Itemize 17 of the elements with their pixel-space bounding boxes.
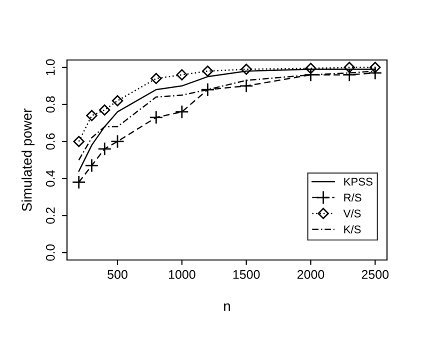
x-tick-label: 1000 — [168, 270, 196, 279]
legend-label: KPSS — [344, 178, 372, 186]
legend-label: K/S — [344, 225, 361, 234]
x-tick-label: 500 — [108, 270, 128, 279]
y-tick-label: 0.6 — [46, 133, 55, 150]
x-tick-label: 1500 — [233, 270, 260, 279]
y-tick-label: 0.4 — [46, 170, 55, 187]
x-tick-label: 2500 — [362, 270, 389, 279]
y-tick-label: 0.2 — [46, 207, 55, 224]
legend-label: R/S — [344, 193, 362, 202]
y-tick-label: 0.8 — [46, 96, 55, 113]
x-axis-title: n — [224, 303, 230, 311]
y-tick-label: 1.0 — [46, 59, 55, 76]
y-axis-title: Simulated power — [22, 108, 35, 212]
y-tick-label: 0.0 — [46, 244, 55, 261]
x-tick-label: 2000 — [297, 270, 324, 279]
legend-label: V/S — [343, 209, 361, 218]
